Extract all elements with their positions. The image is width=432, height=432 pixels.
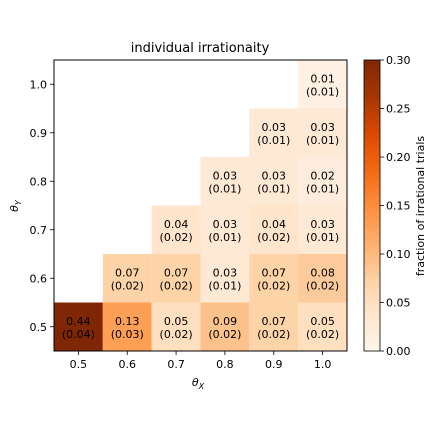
cell-value-label: 0.03 [310,121,335,134]
x-tick-label: 0.6 [119,358,137,371]
cell-value-label: 0.03 [213,169,238,182]
cell-error-label: (0.02) [257,328,290,341]
x-axis-label-symbol: θ [192,376,199,389]
y-tick-label: 1.0 [30,78,48,91]
cell-value-label: 0.07 [262,315,287,328]
heatmap-cell [151,254,201,303]
cell-value-label: 0.05 [164,315,189,328]
y-axis-label-subscript: Y [14,199,23,205]
heatmap-cell [298,205,347,254]
plot-frame [53,59,348,352]
y-tick-label: 0.5 [30,321,48,334]
heatmap-cell [298,302,347,351]
cell-value-label: 0.03 [213,218,238,231]
cell-value-label: 0.09 [213,315,238,328]
cell-value-label: 0.44 [66,315,91,328]
cell-error-label: (0.02) [306,328,339,341]
cell-value-label: 0.13 [115,315,140,328]
cell-error-label: (0.02) [306,279,339,292]
y-tick-label: 0.8 [30,175,48,188]
cell-labels: 0.44(0.04)0.13(0.03)0.05(0.02)0.09(0.02)… [62,72,339,341]
cell-value-label: 0.07 [164,266,189,279]
x-tick-label: 0.9 [265,358,283,371]
cell-error-label: (0.03) [111,328,144,341]
cell-value-label: 0.03 [262,121,287,134]
x-axis-label: θX [192,376,205,391]
heatmap-cell [249,108,299,157]
heatmap-cell [200,254,250,303]
cell-error-label: (0.01) [257,182,290,195]
colorbar-tick-label: 0.30 [386,54,411,67]
y-axis-label-symbol: θ [8,205,21,212]
cell-error-label: (0.01) [257,134,290,147]
colorbar-tick-label: 0.00 [386,345,411,358]
cell-error-label: (0.01) [306,134,339,147]
heatmap-cell [200,302,250,351]
cell-value-label: 0.03 [310,218,335,231]
cell-value-label: 0.04 [262,218,287,231]
cell-error-label: (0.02) [257,279,290,292]
cell-error-label: (0.02) [160,328,193,341]
x-axis-label-subscript: X [198,382,205,391]
cell-error-label: (0.02) [160,231,193,244]
heatmap-cell [298,157,347,206]
colorbar-tick-label: 0.15 [386,200,411,213]
colorbar-tick-label: 0.25 [386,103,411,116]
heatmap-cells [54,60,347,351]
heatmap-cell [102,254,152,303]
colorbar-ticks: 0.00 0.05 0.10 0.15 0.20 0.25 0.30 [380,54,411,358]
cell-error-label: (0.02) [160,279,193,292]
cell-value-label: 0.07 [262,266,287,279]
cell-error-label: (0.01) [208,279,241,292]
y-axis-ticks: 0.5 0.6 0.7 0.8 0.9 1.0 [30,78,54,334]
cell-error-label: (0.04) [62,328,95,341]
heatmap-cell [200,157,250,206]
x-tick-label: 0.7 [167,358,185,371]
colorbar-tick-label: 0.05 [386,297,411,310]
cell-error-label: (0.01) [306,182,339,195]
cell-value-label: 0.05 [310,315,335,328]
x-axis-ticks: 0.5 0.6 0.7 0.8 0.9 1.0 [70,351,332,371]
colorbar [363,59,381,352]
cell-error-label: (0.01) [306,85,339,98]
heatmap-cell [249,157,299,206]
y-tick-label: 0.6 [30,272,48,285]
heatmap-cell [298,108,347,157]
y-tick-label: 0.7 [30,224,48,237]
cell-error-label: (0.01) [208,182,241,195]
heatmap-cell [249,205,299,254]
cell-value-label: 0.02 [310,169,335,182]
colorbar-tick-label: 0.20 [386,151,411,164]
heatmap-cell [298,254,347,303]
cell-value-label: 0.07 [115,266,140,279]
x-tick-label: 0.8 [216,358,234,371]
heatmap-cell [249,302,299,351]
heatmap-cell [200,205,250,254]
heatmap-cell [54,302,103,351]
heatmap-cell [102,302,152,351]
cell-value-label: 0.03 [213,266,238,279]
cell-error-label: (0.01) [208,231,241,244]
cell-value-label: 0.08 [310,266,335,279]
cell-error-label: (0.01) [306,231,339,244]
heatmap-cell [151,302,201,351]
x-tick-label: 0.5 [70,358,88,371]
y-axis-label: θY [8,199,23,212]
cell-value-label: 0.03 [262,169,287,182]
heatmap-cell [249,254,299,303]
cell-value-label: 0.04 [164,218,189,231]
cell-error-label: (0.02) [208,328,241,341]
heatmap-cell [298,60,347,109]
colorbar-tick-label: 0.10 [386,248,411,261]
cell-error-label: (0.02) [111,279,144,292]
heatmap-cell [151,205,201,254]
chart-title: individual irrationaity [131,41,270,56]
colorbar-label: fraction of irrational trials [414,136,427,277]
y-tick-label: 0.9 [30,127,48,140]
x-tick-label: 1.0 [314,358,332,371]
cell-error-label: (0.02) [257,231,290,244]
cell-value-label: 0.01 [310,72,335,85]
